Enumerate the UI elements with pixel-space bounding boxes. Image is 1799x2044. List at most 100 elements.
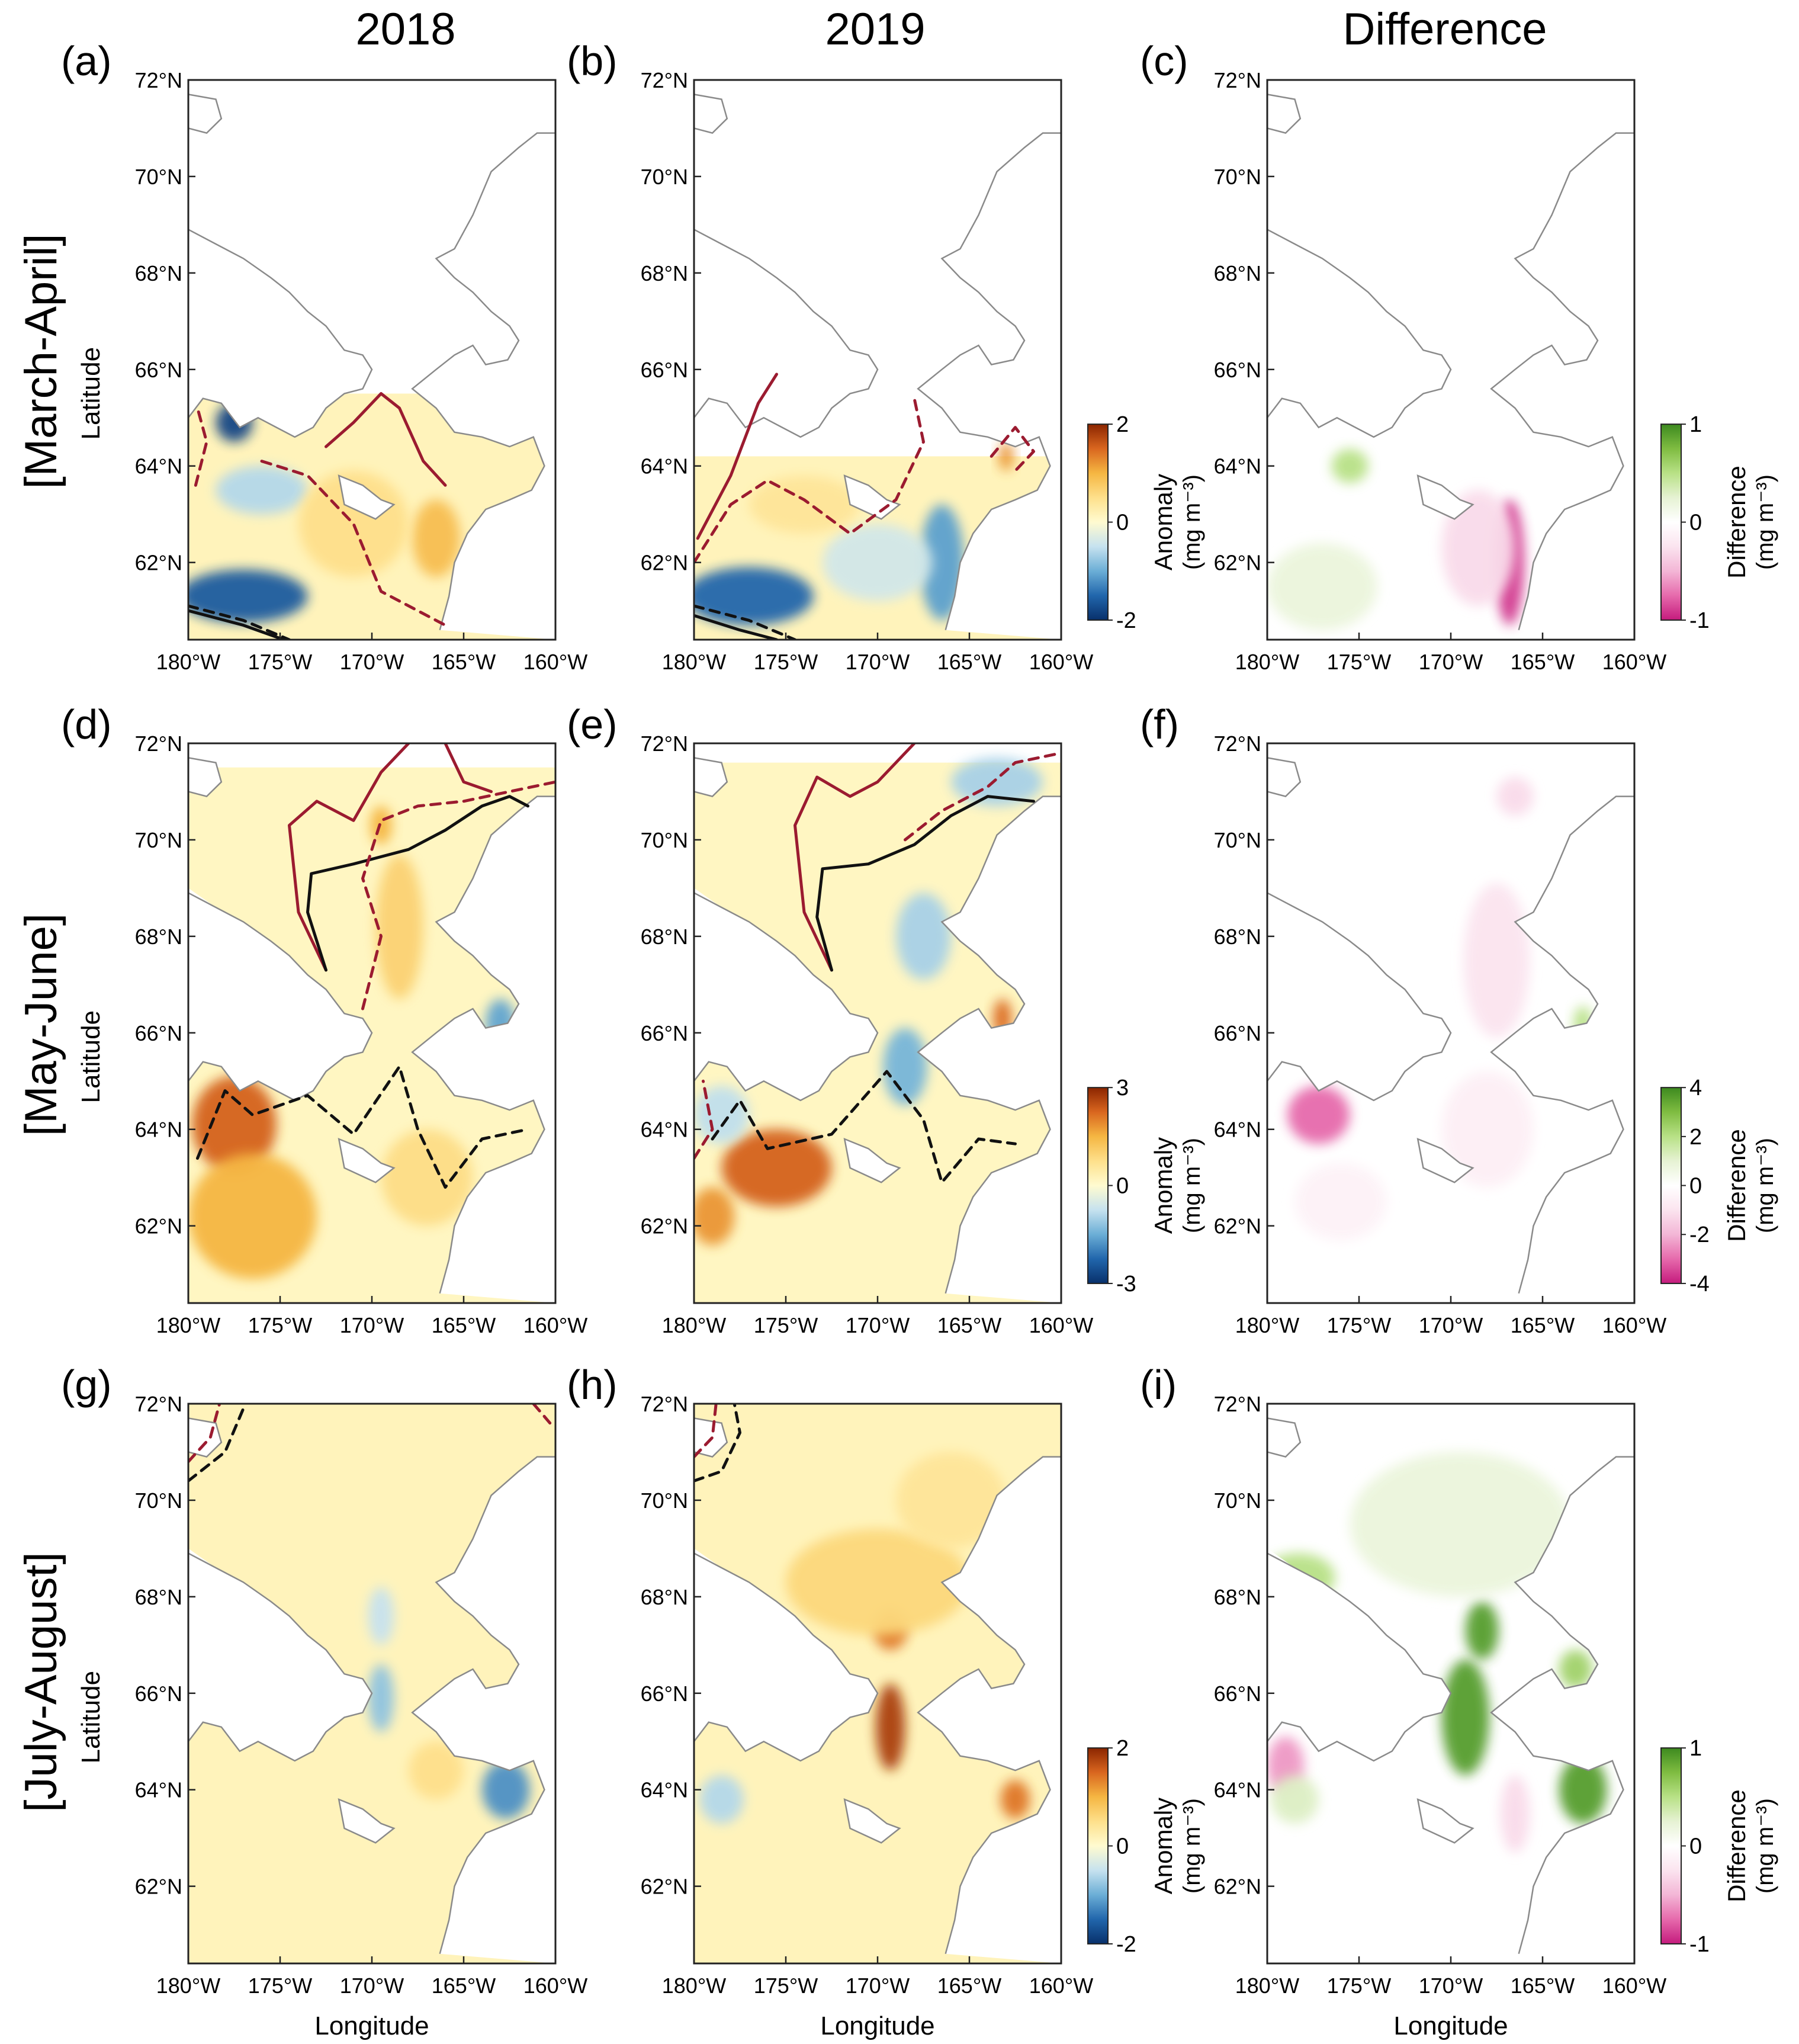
x-tick-label: 175°W xyxy=(1327,1313,1391,1337)
anomaly-patch xyxy=(1350,1452,1570,1597)
x-tick-label: 180°W xyxy=(662,1974,726,1998)
y-tick-label: 62°N xyxy=(135,1214,182,1238)
land-mask xyxy=(1267,224,1451,437)
ice-edge-contour xyxy=(532,1404,552,1425)
x-tick-label: 165°W xyxy=(1511,1974,1575,1998)
colorbar-tick-label: -4 xyxy=(1689,1272,1710,1297)
coastline xyxy=(338,1798,396,1844)
colorbar-units: (mg m⁻³) xyxy=(1752,1138,1778,1233)
ice-edge-contour xyxy=(288,743,410,972)
y-tick-label: 66°N xyxy=(641,1021,688,1045)
y-tick-label: 68°N xyxy=(641,261,688,285)
x-axis-label: Longitude xyxy=(820,2011,934,2040)
coastline xyxy=(917,1456,1061,1955)
x-tick-label: 160°W xyxy=(523,1974,587,1998)
x-tick-label: 165°W xyxy=(432,1974,496,1998)
coastline xyxy=(694,892,879,1102)
ice-edge-contour xyxy=(188,1407,245,1483)
y-tick-label: 70°N xyxy=(135,165,182,189)
y-tick-label: 70°N xyxy=(1214,1488,1261,1513)
x-tick-label: 180°W xyxy=(662,650,726,674)
anomaly-patch xyxy=(1267,543,1377,630)
y-tick-label: 62°N xyxy=(1214,1214,1261,1238)
land-mask xyxy=(1267,888,1451,1100)
x-tick-label: 160°W xyxy=(523,650,587,674)
coastline xyxy=(1490,1456,1634,1955)
colorbar-tick-label: 0 xyxy=(1689,1174,1702,1199)
y-tick-label: 64°N xyxy=(1214,1118,1261,1142)
land-mask xyxy=(918,796,1061,1303)
coastline xyxy=(917,132,1061,631)
y-tick-label: 64°N xyxy=(641,454,688,479)
y-tick-label: 68°N xyxy=(135,261,182,285)
coastline xyxy=(188,757,223,797)
map-area xyxy=(694,1404,1061,1963)
colorbar-tick-label: 2 xyxy=(1689,1125,1702,1150)
y-tick-label: 66°N xyxy=(1214,1682,1261,1706)
x-tick-label: 165°W xyxy=(1511,1313,1575,1337)
ice-edge-contour xyxy=(188,1404,221,1464)
x-tick-label: 170°W xyxy=(340,1974,404,1998)
anomaly-patch xyxy=(1287,1086,1350,1144)
y-tick-label: 70°N xyxy=(1214,165,1261,189)
anomaly-patch xyxy=(192,1076,277,1173)
panel-label: (g) xyxy=(61,1362,112,1408)
map-area xyxy=(694,94,1061,640)
anomaly-patch xyxy=(216,466,308,515)
ice-edge-contour xyxy=(694,1404,741,1483)
y-tick-label: 68°N xyxy=(135,1585,182,1609)
coastline xyxy=(694,757,728,797)
coastline xyxy=(1267,892,1452,1102)
ice-edge-contour xyxy=(794,743,916,972)
x-axis-label: Longitude xyxy=(314,2011,429,2040)
coastline xyxy=(1416,474,1474,520)
land-mask xyxy=(694,94,727,133)
y-axis-label: Latitude xyxy=(76,1671,105,1764)
y-tick-label: 68°N xyxy=(641,1585,688,1609)
land-mask xyxy=(1267,758,1300,797)
ice-edge-contour xyxy=(306,795,529,972)
map-area xyxy=(694,743,1061,1303)
anomaly-patch xyxy=(1294,1163,1387,1241)
anomaly-patch xyxy=(1441,1071,1534,1188)
x-tick-label: 160°W xyxy=(523,1313,587,1337)
coastline xyxy=(188,229,373,438)
map-area xyxy=(1267,1417,1634,1963)
panel-c: (c) 72°N 70°N 68°N 66°N 64°N 62°N 180°W 175°W 170… xyxy=(1140,38,1778,674)
land-mask xyxy=(918,133,1061,640)
ice-edge-contour xyxy=(325,392,447,487)
colorbar-tick-label: 2 xyxy=(1116,1736,1129,1761)
colorbar-title: Anomaly xyxy=(1149,474,1177,570)
coastline xyxy=(1416,1798,1474,1844)
y-axis-label: Latitude xyxy=(76,1010,105,1103)
panel-label: (i) xyxy=(1140,1362,1177,1408)
panel-label: (c) xyxy=(1140,38,1188,84)
colorbar-units: (mg m⁻³) xyxy=(1752,1798,1778,1894)
anomaly-patch xyxy=(749,476,859,534)
x-tick-label: 170°W xyxy=(1419,1974,1483,1998)
y-tick-label: 70°N xyxy=(1214,828,1261,852)
land-mask xyxy=(1267,1418,1300,1457)
anomaly-patch xyxy=(188,1153,317,1279)
y-tick-label: 68°N xyxy=(135,925,182,949)
map-area xyxy=(1267,757,1634,1303)
colorbar xyxy=(1660,423,1682,621)
colorbar-units: (mg m⁻³) xyxy=(1179,1798,1205,1894)
ice-edge-contour xyxy=(260,460,447,627)
x-tick-label: 170°W xyxy=(340,650,404,674)
land-mask xyxy=(412,133,555,640)
colorbar-tick-label: 0 xyxy=(1116,1834,1129,1859)
y-tick-label: 62°N xyxy=(135,551,182,575)
x-tick-label: 175°W xyxy=(248,1313,312,1337)
land-mask xyxy=(188,758,221,797)
land-mask xyxy=(694,224,878,437)
x-tick-label: 180°W xyxy=(156,1974,220,1998)
y-tick-label: 68°N xyxy=(1214,261,1261,285)
anomaly-patch xyxy=(482,1760,530,1819)
x-tick-label: 160°W xyxy=(1029,1974,1093,1998)
y-tick-label: 72°N xyxy=(1214,68,1261,92)
y-tick-label: 62°N xyxy=(1214,551,1261,575)
anomaly-patch xyxy=(1500,1775,1530,1853)
y-tick-label: 68°N xyxy=(1214,925,1261,949)
